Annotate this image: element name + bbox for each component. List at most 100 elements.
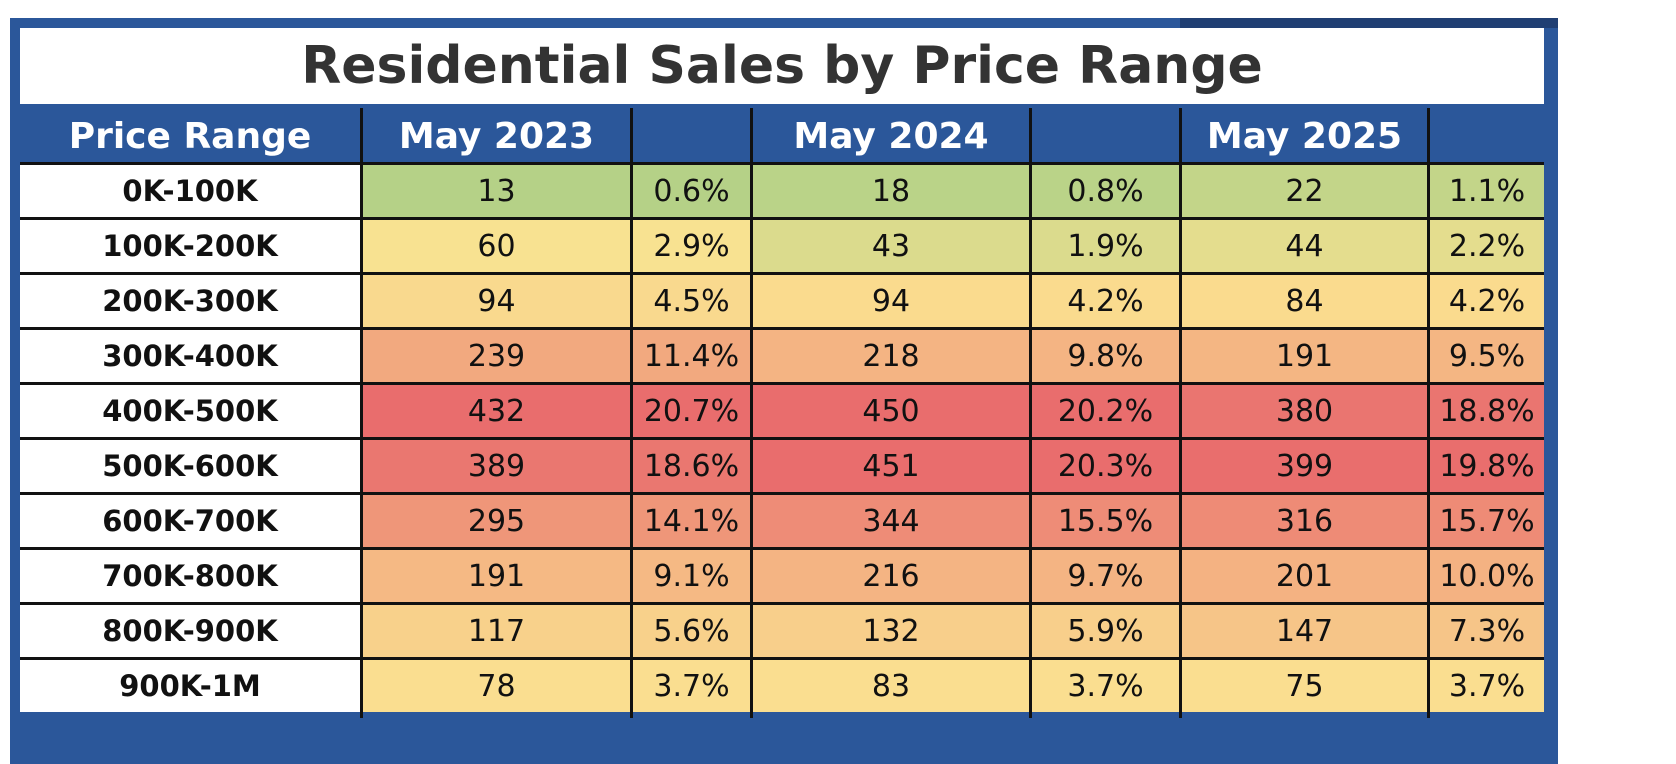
row-divider	[20, 547, 1544, 550]
row-divider	[20, 492, 1544, 495]
row-divider	[20, 602, 1544, 605]
sales-table: Price Range May 2023 May 2024 May 2025 0…	[20, 108, 1544, 764]
price-range-cell: 100K-200K	[20, 220, 360, 272]
percent-2025-cell: 7.3%	[1430, 605, 1544, 657]
percent-2024-cell: 9.7%	[1032, 550, 1179, 602]
header-may-2025: May 2025	[1182, 108, 1427, 164]
header-may-2025-percent	[1430, 108, 1544, 164]
percent-2025-cell: 15.7%	[1430, 495, 1544, 547]
percent-2023-cell: 18.6%	[633, 440, 750, 492]
header-divider	[630, 108, 633, 164]
row-divider	[20, 327, 1544, 330]
percent-2025-cell: 9.5%	[1430, 330, 1544, 382]
percent-2023-cell: 5.6%	[633, 605, 750, 657]
column-divider	[630, 164, 633, 718]
count-2024-cell: 216	[753, 550, 1029, 602]
percent-2023-cell: 20.7%	[633, 385, 750, 437]
percent-2024-cell: 3.7%	[1032, 660, 1179, 712]
row-divider	[20, 162, 1544, 165]
percent-2025-cell: 18.8%	[1430, 385, 1544, 437]
percent-2025-cell: 10.0%	[1430, 550, 1544, 602]
percent-2024-cell: 4.2%	[1032, 275, 1179, 327]
percent-2023-cell: 0.6%	[633, 165, 750, 217]
count-2023-cell: 78	[363, 660, 630, 712]
price-range-cell: 0K-100K	[20, 165, 360, 217]
row-divider	[20, 657, 1544, 660]
count-2023-cell: 117	[363, 605, 630, 657]
header-price-range: Price Range	[20, 108, 360, 164]
count-2024-cell: 344	[753, 495, 1029, 547]
percent-2023-cell: 11.4%	[633, 330, 750, 382]
percent-2025-cell: 19.8%	[1430, 440, 1544, 492]
count-2023-cell: 389	[363, 440, 630, 492]
count-2023-cell: 94	[363, 275, 630, 327]
price-range-cell: 800K-900K	[20, 605, 360, 657]
count-2024-cell: 451	[753, 440, 1029, 492]
header-divider	[360, 108, 363, 164]
count-2025-cell: 316	[1182, 495, 1427, 547]
count-2024-cell: 94	[753, 275, 1029, 327]
header-divider	[1427, 108, 1430, 164]
header-divider	[750, 108, 753, 164]
count-2025-cell: 147	[1182, 605, 1427, 657]
price-range-cell: 200K-300K	[20, 275, 360, 327]
count-2023-cell: 432	[363, 385, 630, 437]
count-2025-cell: 84	[1182, 275, 1427, 327]
header-divider	[1029, 108, 1032, 164]
percent-2023-cell: 14.1%	[633, 495, 750, 547]
percent-2023-cell: 2.9%	[633, 220, 750, 272]
count-2025-cell: 75	[1182, 660, 1427, 712]
percent-2024-cell: 5.9%	[1032, 605, 1179, 657]
count-2024-cell: 18	[753, 165, 1029, 217]
count-2024-cell: 218	[753, 330, 1029, 382]
row-divider	[20, 437, 1544, 440]
price-range-cell: 700K-800K	[20, 550, 360, 602]
count-2025-cell: 399	[1182, 440, 1427, 492]
column-divider	[1179, 164, 1182, 718]
count-2023-cell: 295	[363, 495, 630, 547]
count-2025-cell: 22	[1182, 165, 1427, 217]
count-2025-cell: 191	[1182, 330, 1427, 382]
price-range-cell: 900K-1M	[20, 660, 360, 712]
row-divider	[20, 382, 1544, 385]
percent-2023-cell: 4.5%	[633, 275, 750, 327]
price-range-cell: 400K-500K	[20, 385, 360, 437]
header-may-2023-percent	[633, 108, 750, 164]
row-divider	[20, 272, 1544, 275]
count-2024-cell: 83	[753, 660, 1029, 712]
header-may-2024: May 2024	[753, 108, 1029, 164]
percent-2024-cell: 9.8%	[1032, 330, 1179, 382]
column-divider	[360, 164, 363, 718]
row-divider	[20, 217, 1544, 220]
count-2024-cell: 132	[753, 605, 1029, 657]
table-title: Residential Sales by Price Range	[20, 28, 1544, 104]
price-range-cell: 500K-600K	[20, 440, 360, 492]
count-2024-cell: 43	[753, 220, 1029, 272]
frame-accent	[1180, 18, 1558, 28]
percent-2025-cell: 4.2%	[1430, 275, 1544, 327]
count-2023-cell: 60	[363, 220, 630, 272]
percent-2024-cell: 1.9%	[1032, 220, 1179, 272]
percent-2023-cell: 3.7%	[633, 660, 750, 712]
count-2025-cell: 44	[1182, 220, 1427, 272]
column-divider	[1029, 164, 1032, 718]
percent-2023-cell: 9.1%	[633, 550, 750, 602]
percent-2025-cell: 3.7%	[1430, 660, 1544, 712]
price-range-cell: 300K-400K	[20, 330, 360, 382]
header-divider	[1179, 108, 1182, 164]
percent-2025-cell: 2.2%	[1430, 220, 1544, 272]
count-2025-cell: 201	[1182, 550, 1427, 602]
count-2025-cell: 380	[1182, 385, 1427, 437]
percent-2024-cell: 0.8%	[1032, 165, 1179, 217]
percent-2024-cell: 15.5%	[1032, 495, 1179, 547]
percent-2024-cell: 20.2%	[1032, 385, 1179, 437]
count-2023-cell: 13	[363, 165, 630, 217]
count-2024-cell: 450	[753, 385, 1029, 437]
column-divider	[750, 164, 753, 718]
column-divider	[1427, 164, 1430, 718]
header-may-2023: May 2023	[363, 108, 630, 164]
count-2023-cell: 239	[363, 330, 630, 382]
count-2023-cell: 191	[363, 550, 630, 602]
percent-2024-cell: 20.3%	[1032, 440, 1179, 492]
price-range-cell: 600K-700K	[20, 495, 360, 547]
